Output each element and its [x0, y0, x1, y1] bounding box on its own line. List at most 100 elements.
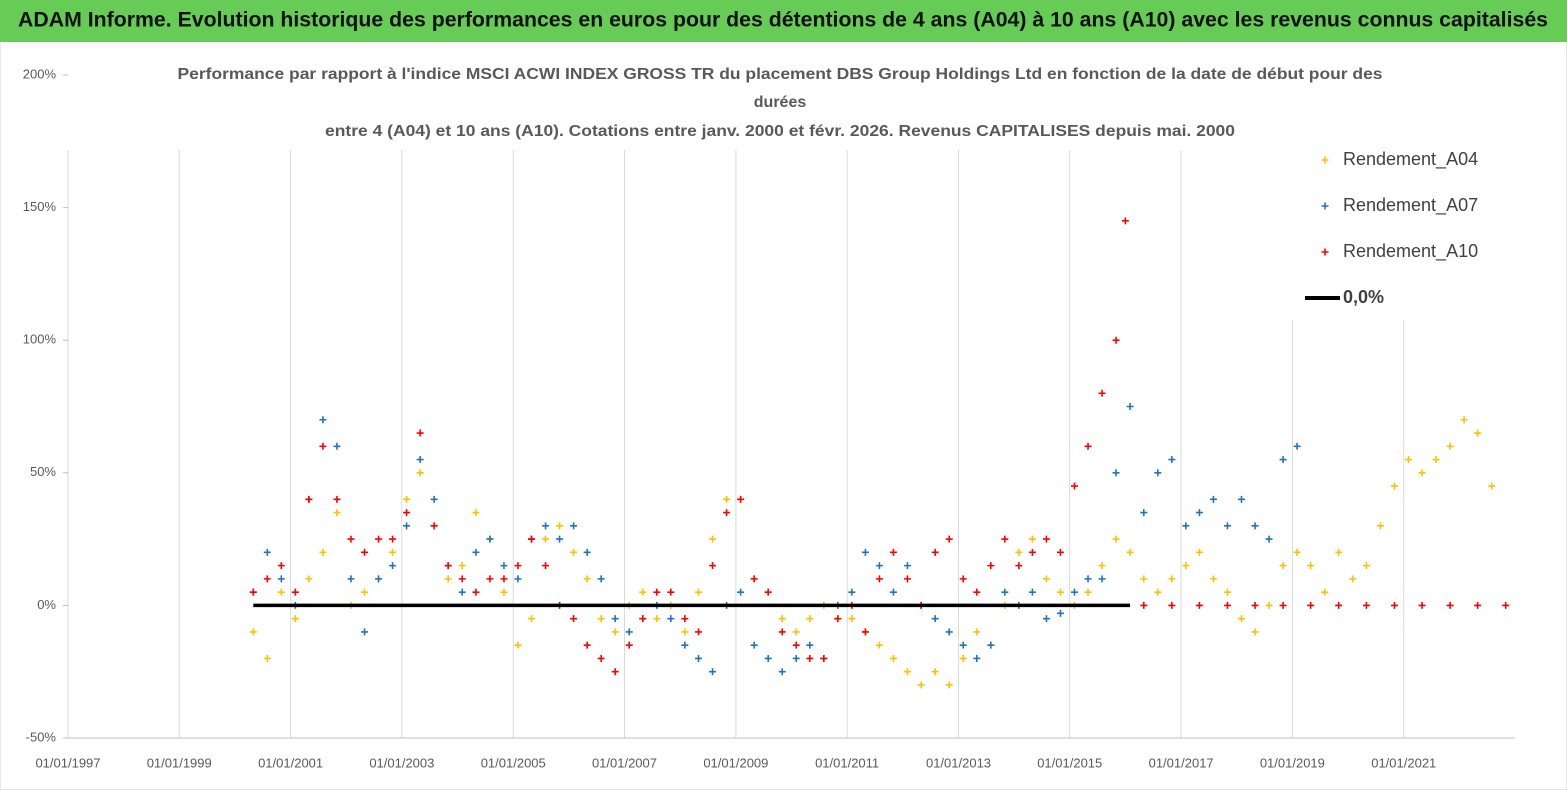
x-tick-label: 01/01/2003: [369, 755, 434, 770]
point: [1209, 575, 1217, 583]
point: [889, 588, 897, 596]
point: [305, 495, 313, 503]
point: [263, 548, 271, 556]
point: [361, 628, 369, 636]
point: [1502, 601, 1510, 609]
y-tick-label: -50%: [26, 729, 57, 744]
point: [1001, 588, 1009, 596]
point: [1140, 509, 1148, 517]
point: [403, 495, 411, 503]
point: [987, 562, 995, 570]
point: [570, 615, 578, 623]
point: [1084, 575, 1092, 583]
point: [583, 575, 591, 583]
point: [792, 654, 800, 662]
point: [889, 654, 897, 662]
point: [1182, 562, 1190, 570]
point: [542, 562, 550, 570]
legend-box: [1280, 140, 1515, 320]
point: [806, 615, 814, 623]
point: [458, 588, 466, 596]
point: [319, 548, 327, 556]
point: [416, 429, 424, 437]
point: [903, 562, 911, 570]
point: [1195, 509, 1203, 517]
point: [1140, 601, 1148, 609]
point: [542, 522, 550, 530]
x-tick-label: 01/01/2001: [258, 755, 323, 770]
point: [486, 535, 494, 543]
legend-label: 0,0%: [1343, 287, 1384, 307]
point: [1195, 548, 1203, 556]
point: [1446, 601, 1454, 609]
point: [861, 628, 869, 636]
point: [570, 548, 578, 556]
legend-marker: [1321, 248, 1329, 256]
point: [1028, 535, 1036, 543]
point: [597, 575, 605, 583]
point: [1001, 535, 1009, 543]
point: [403, 522, 411, 530]
point: [1195, 601, 1203, 609]
chart-subtitle: entre 4 (A04) et 10 ans (A10). Cotations…: [325, 123, 1235, 140]
point: [1418, 469, 1426, 477]
point: [333, 509, 341, 517]
point: [1223, 601, 1231, 609]
point: [500, 562, 508, 570]
point: [361, 548, 369, 556]
point: [1279, 456, 1287, 464]
x-tick-label: 01/01/1997: [35, 755, 100, 770]
point: [611, 628, 619, 636]
point: [444, 562, 452, 570]
point: [389, 548, 397, 556]
point: [653, 615, 661, 623]
point: [1446, 442, 1454, 450]
header-bar: [0, 0, 1567, 42]
y-tick-label: 150%: [23, 199, 57, 214]
point: [458, 562, 466, 570]
point: [903, 575, 911, 583]
chart-subtitle: durées: [754, 94, 807, 111]
y-tick-label: 100%: [23, 332, 57, 347]
point: [514, 575, 522, 583]
point: [778, 668, 786, 676]
point: [611, 615, 619, 623]
point: [695, 654, 703, 662]
point: [1154, 469, 1162, 477]
point: [625, 628, 633, 636]
point: [875, 641, 883, 649]
point: [291, 588, 299, 596]
point: [1154, 588, 1162, 596]
point: [277, 575, 285, 583]
x-tick-label: 01/01/2021: [1371, 755, 1436, 770]
chart-subtitle: Performance par rapport à l'indice MSCI …: [178, 66, 1383, 83]
point: [1376, 522, 1384, 530]
point: [889, 548, 897, 556]
point: [625, 641, 633, 649]
x-tick-label: 01/01/2011: [815, 755, 879, 770]
point: [653, 588, 661, 596]
point: [375, 535, 383, 543]
point: [737, 495, 745, 503]
point: [1112, 336, 1120, 344]
point: [556, 522, 564, 530]
point: [1056, 609, 1064, 617]
point: [1293, 442, 1301, 450]
point: [1488, 482, 1496, 490]
point: [1126, 548, 1134, 556]
legend-marker: [1321, 202, 1329, 210]
point: [319, 416, 327, 424]
point: [959, 654, 967, 662]
point: [709, 562, 717, 570]
point: [611, 668, 619, 676]
x-tick-label: 01/01/1999: [147, 755, 212, 770]
point: [792, 628, 800, 636]
point: [389, 562, 397, 570]
point: [1293, 548, 1301, 556]
point: [1251, 601, 1259, 609]
point: [416, 456, 424, 464]
point: [1015, 562, 1023, 570]
point: [848, 615, 856, 623]
point: [389, 535, 397, 543]
